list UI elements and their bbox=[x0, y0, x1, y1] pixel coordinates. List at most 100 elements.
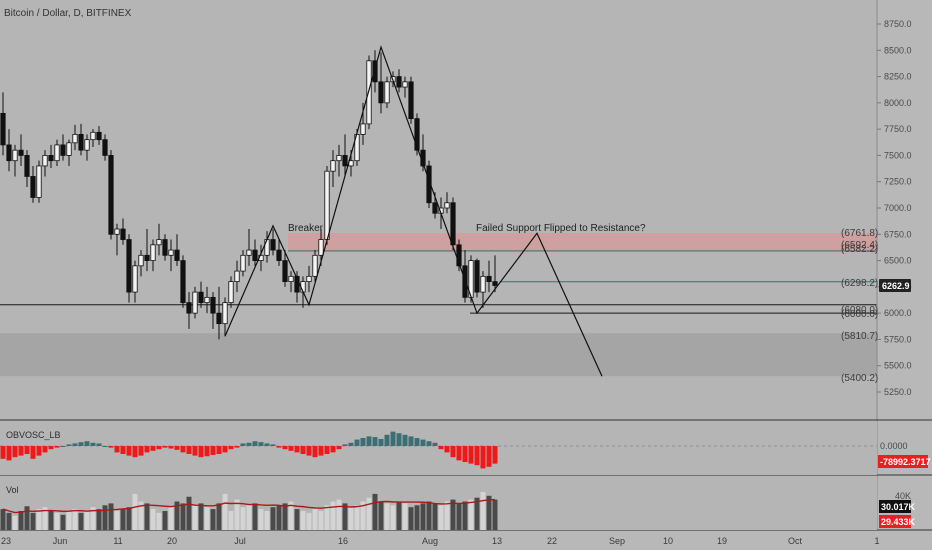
obv-bar bbox=[372, 437, 378, 446]
volume-bar bbox=[6, 512, 12, 530]
price-tick-label: 5250.0 bbox=[884, 387, 912, 397]
volume-bar bbox=[432, 503, 438, 530]
volume-bar bbox=[252, 503, 258, 530]
volume-bar bbox=[462, 501, 468, 530]
obv-bar bbox=[120, 446, 126, 454]
candle bbox=[408, 76, 414, 124]
obv-current-badge bbox=[878, 455, 928, 468]
volume-bar bbox=[366, 497, 372, 530]
candle bbox=[246, 229, 252, 266]
obv-bar bbox=[222, 446, 228, 453]
candle bbox=[288, 271, 294, 293]
volume-bar bbox=[396, 501, 402, 530]
time-tick-label: 16 bbox=[338, 536, 348, 546]
volume-current-label: 29.433K bbox=[881, 517, 916, 527]
time-tick-label: 11 bbox=[113, 536, 122, 546]
candle bbox=[252, 239, 258, 266]
candle bbox=[84, 134, 90, 161]
price-tick-label: 7750.0 bbox=[884, 124, 912, 134]
volume-bar bbox=[378, 501, 384, 530]
time-axis[interactable] bbox=[0, 531, 932, 550]
candle bbox=[96, 125, 102, 145]
time-tick-label: 10 bbox=[663, 536, 673, 546]
obv-bar bbox=[306, 446, 312, 456]
price-tick-label: 7000.0 bbox=[884, 203, 912, 213]
candle bbox=[108, 150, 114, 240]
failed-support-annotation: Failed Support Flipped to Resistance? bbox=[476, 223, 646, 234]
last-price-badge bbox=[879, 279, 911, 292]
price-level-label: (6080.0) bbox=[841, 305, 878, 316]
zigzag-line bbox=[224, 45, 603, 377]
candle bbox=[54, 139, 60, 166]
obv-bar bbox=[84, 441, 90, 446]
candle bbox=[210, 292, 216, 329]
candle bbox=[402, 76, 408, 98]
price-tick-label: 5750.0 bbox=[884, 334, 912, 344]
obv-bar bbox=[366, 436, 372, 446]
candle bbox=[114, 223, 120, 256]
price-tick-label: 6750.0 bbox=[884, 229, 912, 239]
obv-bar bbox=[144, 446, 150, 453]
obv-bar bbox=[240, 443, 246, 446]
candle bbox=[72, 124, 78, 151]
volume-bar bbox=[360, 501, 366, 530]
obv-current-label: -78992.3717 bbox=[880, 457, 931, 467]
volume-bar bbox=[210, 509, 216, 530]
volume-bar bbox=[318, 511, 324, 530]
candle bbox=[384, 76, 390, 109]
candle bbox=[228, 276, 234, 308]
candle bbox=[216, 286, 222, 340]
obv-bar bbox=[192, 446, 198, 456]
volume-bar bbox=[174, 501, 180, 530]
volume-bar bbox=[324, 505, 330, 530]
volume-bar bbox=[486, 495, 492, 530]
candle bbox=[240, 250, 246, 277]
obv-bar bbox=[246, 442, 252, 446]
time-tick-label: 23 bbox=[1, 536, 11, 546]
volume-bar bbox=[450, 499, 456, 530]
volume-bar bbox=[300, 511, 306, 530]
volume-bar bbox=[282, 503, 288, 530]
obv-bar bbox=[42, 446, 48, 453]
volume-bar bbox=[66, 511, 72, 530]
price-tick-label: 7250.0 bbox=[884, 177, 912, 187]
price-tick-label: 5500.0 bbox=[884, 361, 912, 371]
obv-bar bbox=[318, 446, 324, 456]
candle bbox=[444, 192, 450, 214]
candle bbox=[30, 165, 36, 203]
candle bbox=[66, 139, 72, 166]
price-level-label: (6761.8) bbox=[841, 228, 878, 239]
volume-bar bbox=[276, 505, 282, 530]
volume-bar bbox=[150, 509, 156, 530]
price-level-label: (6582.2) bbox=[841, 244, 878, 255]
obv-bar bbox=[270, 444, 276, 446]
obv-bar bbox=[180, 446, 186, 453]
obv-bar bbox=[378, 438, 384, 446]
volume-bar bbox=[258, 509, 264, 530]
obv-bar bbox=[156, 446, 162, 450]
obv-bar bbox=[114, 446, 120, 453]
candle bbox=[0, 92, 6, 156]
obv-bar bbox=[486, 446, 492, 467]
time-tick-label: 19 bbox=[717, 536, 727, 546]
volume-bar bbox=[162, 511, 168, 530]
volume-bar bbox=[198, 503, 204, 530]
volume-bar bbox=[306, 512, 312, 530]
volume-bar bbox=[204, 507, 210, 530]
volume-bar bbox=[60, 514, 66, 530]
candle bbox=[282, 250, 288, 287]
obv-bar bbox=[204, 446, 210, 457]
obv-bar bbox=[186, 446, 192, 454]
candle bbox=[144, 229, 150, 272]
time-tick-label: 13 bbox=[492, 536, 502, 546]
volume-bar bbox=[24, 506, 30, 530]
volume-bar bbox=[42, 507, 48, 530]
obv-bars bbox=[0, 431, 498, 469]
candle bbox=[474, 258, 480, 298]
volume-bar bbox=[102, 505, 108, 530]
obv-bar bbox=[126, 446, 132, 456]
volume-bar bbox=[78, 512, 84, 530]
candle bbox=[342, 134, 348, 177]
